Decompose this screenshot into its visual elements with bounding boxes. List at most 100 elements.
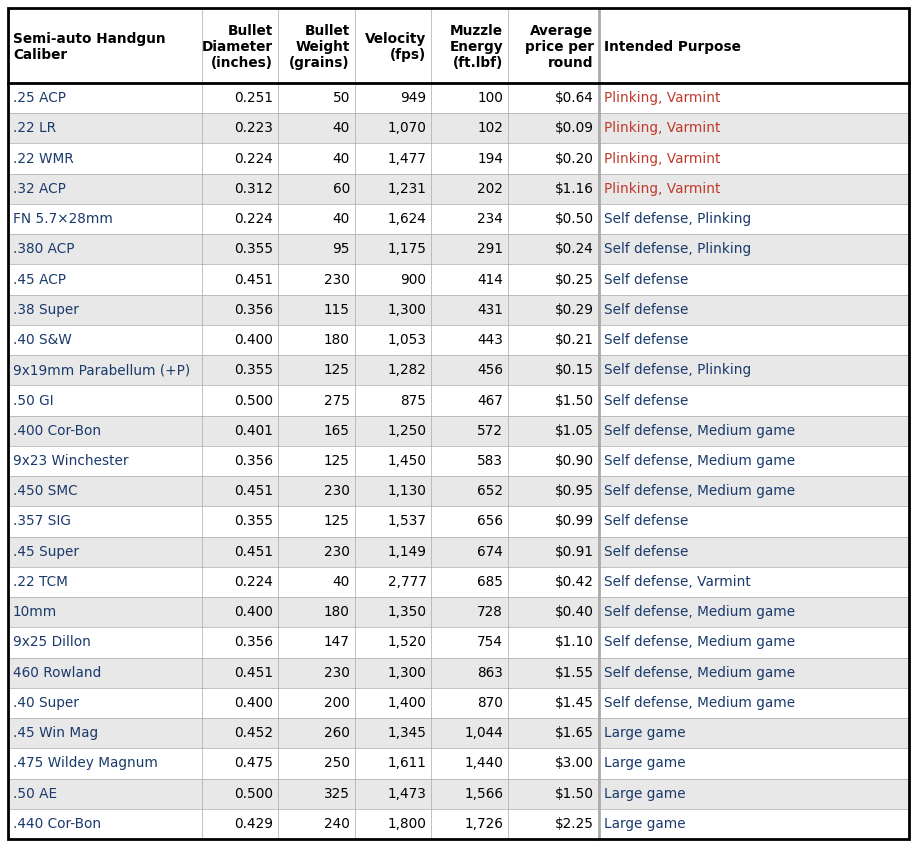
Bar bbox=[8, 8, 909, 83]
Text: 40: 40 bbox=[333, 575, 350, 589]
Text: 460 Rowland: 460 Rowland bbox=[13, 666, 101, 679]
Text: 1,300: 1,300 bbox=[388, 302, 426, 317]
Text: 0.223: 0.223 bbox=[235, 121, 273, 136]
Text: $0.95: $0.95 bbox=[555, 484, 593, 498]
Text: 125: 125 bbox=[324, 363, 350, 377]
Bar bbox=[8, 416, 909, 446]
Text: 230: 230 bbox=[324, 666, 350, 679]
Text: .450 SMC: .450 SMC bbox=[13, 484, 78, 498]
Text: 572: 572 bbox=[477, 424, 503, 438]
Text: 0.500: 0.500 bbox=[234, 787, 273, 800]
Bar bbox=[8, 143, 909, 174]
Text: Self defense, Medium game: Self defense, Medium game bbox=[603, 454, 795, 468]
Text: .400 Cor-Bon: .400 Cor-Bon bbox=[13, 424, 101, 438]
Text: Self defense, Medium game: Self defense, Medium game bbox=[603, 484, 795, 498]
Text: 0.355: 0.355 bbox=[234, 363, 273, 377]
Text: 728: 728 bbox=[477, 606, 503, 619]
Text: 1,250: 1,250 bbox=[388, 424, 426, 438]
Text: 234: 234 bbox=[477, 212, 503, 226]
Text: 875: 875 bbox=[401, 394, 426, 407]
Text: .45 Win Mag: .45 Win Mag bbox=[13, 726, 98, 740]
Text: 1,053: 1,053 bbox=[388, 333, 426, 347]
Text: Self defense: Self defense bbox=[603, 545, 688, 559]
Text: 1,520: 1,520 bbox=[388, 635, 426, 650]
Text: 100: 100 bbox=[477, 91, 503, 105]
Text: 60: 60 bbox=[333, 182, 350, 196]
Text: 1,300: 1,300 bbox=[388, 666, 426, 679]
Text: 2,777: 2,777 bbox=[388, 575, 426, 589]
Text: $2.25: $2.25 bbox=[555, 817, 593, 831]
Bar bbox=[8, 628, 909, 657]
Text: .38 Super: .38 Super bbox=[13, 302, 79, 317]
Text: 1,175: 1,175 bbox=[388, 242, 426, 257]
Text: 583: 583 bbox=[477, 454, 503, 468]
Text: $1.16: $1.16 bbox=[555, 182, 593, 196]
Text: .357 SIG: .357 SIG bbox=[13, 514, 71, 529]
Bar bbox=[8, 809, 909, 839]
Text: .40 Super: .40 Super bbox=[13, 696, 79, 710]
Text: $0.91: $0.91 bbox=[555, 545, 593, 559]
Text: Self defense: Self defense bbox=[603, 302, 688, 317]
Text: $0.24: $0.24 bbox=[555, 242, 593, 257]
Text: 180: 180 bbox=[324, 606, 350, 619]
Text: .440 Cor-Bon: .440 Cor-Bon bbox=[13, 817, 101, 831]
Text: Plinking, Varmint: Plinking, Varmint bbox=[603, 182, 720, 196]
Text: .380 ACP: .380 ACP bbox=[13, 242, 74, 257]
Text: 115: 115 bbox=[324, 302, 350, 317]
Text: 1,450: 1,450 bbox=[388, 454, 426, 468]
Text: 325: 325 bbox=[324, 787, 350, 800]
Text: 414: 414 bbox=[477, 273, 503, 286]
Text: 1,400: 1,400 bbox=[388, 696, 426, 710]
Text: $3.00: $3.00 bbox=[555, 756, 593, 771]
Text: Large game: Large game bbox=[603, 787, 685, 800]
Text: 1,149: 1,149 bbox=[388, 545, 426, 559]
Text: 9x19mm Parabellum (+P): 9x19mm Parabellum (+P) bbox=[13, 363, 190, 377]
Text: 1,726: 1,726 bbox=[464, 817, 503, 831]
Text: 0.401: 0.401 bbox=[235, 424, 273, 438]
Text: 0.251: 0.251 bbox=[234, 91, 273, 105]
Text: Large game: Large game bbox=[603, 726, 685, 740]
Text: 443: 443 bbox=[477, 333, 503, 347]
Text: 1,624: 1,624 bbox=[388, 212, 426, 226]
Text: 652: 652 bbox=[477, 484, 503, 498]
Text: 0.400: 0.400 bbox=[235, 606, 273, 619]
Bar bbox=[8, 597, 909, 628]
Text: Self defense, Medium game: Self defense, Medium game bbox=[603, 606, 795, 619]
Text: 0.451: 0.451 bbox=[234, 545, 273, 559]
Text: Plinking, Varmint: Plinking, Varmint bbox=[603, 121, 720, 136]
Text: 1,350: 1,350 bbox=[388, 606, 426, 619]
Text: $0.50: $0.50 bbox=[555, 212, 593, 226]
Text: 0.500: 0.500 bbox=[234, 394, 273, 407]
Text: 1,473: 1,473 bbox=[388, 787, 426, 800]
Text: $0.90: $0.90 bbox=[555, 454, 593, 468]
Text: Intended Purpose: Intended Purpose bbox=[603, 40, 740, 54]
Text: Velocity
(fps): Velocity (fps) bbox=[365, 32, 426, 62]
Text: $1.05: $1.05 bbox=[555, 424, 593, 438]
Text: 230: 230 bbox=[324, 273, 350, 286]
Text: $0.15: $0.15 bbox=[555, 363, 593, 377]
Text: 685: 685 bbox=[477, 575, 503, 589]
Text: $1.10: $1.10 bbox=[555, 635, 593, 650]
Text: 754: 754 bbox=[477, 635, 503, 650]
Text: $0.40: $0.40 bbox=[555, 606, 593, 619]
Bar bbox=[8, 507, 909, 537]
Text: Large game: Large game bbox=[603, 817, 685, 831]
Text: .50 AE: .50 AE bbox=[13, 787, 57, 800]
Text: Large game: Large game bbox=[603, 756, 685, 771]
Bar bbox=[8, 295, 909, 325]
Text: 0.475: 0.475 bbox=[234, 756, 273, 771]
Text: 1,130: 1,130 bbox=[388, 484, 426, 498]
Bar bbox=[8, 83, 909, 113]
Text: Muzzle
Energy
(ft.lbf): Muzzle Energy (ft.lbf) bbox=[449, 24, 503, 70]
Text: .50 GI: .50 GI bbox=[13, 394, 53, 407]
Text: $0.29: $0.29 bbox=[555, 302, 593, 317]
Text: 656: 656 bbox=[477, 514, 503, 529]
Text: 431: 431 bbox=[477, 302, 503, 317]
Bar bbox=[8, 355, 909, 385]
Text: 250: 250 bbox=[324, 756, 350, 771]
Bar bbox=[8, 385, 909, 416]
Bar bbox=[8, 688, 909, 718]
Bar bbox=[8, 657, 909, 688]
Text: $1.50: $1.50 bbox=[555, 394, 593, 407]
Text: 900: 900 bbox=[401, 273, 426, 286]
